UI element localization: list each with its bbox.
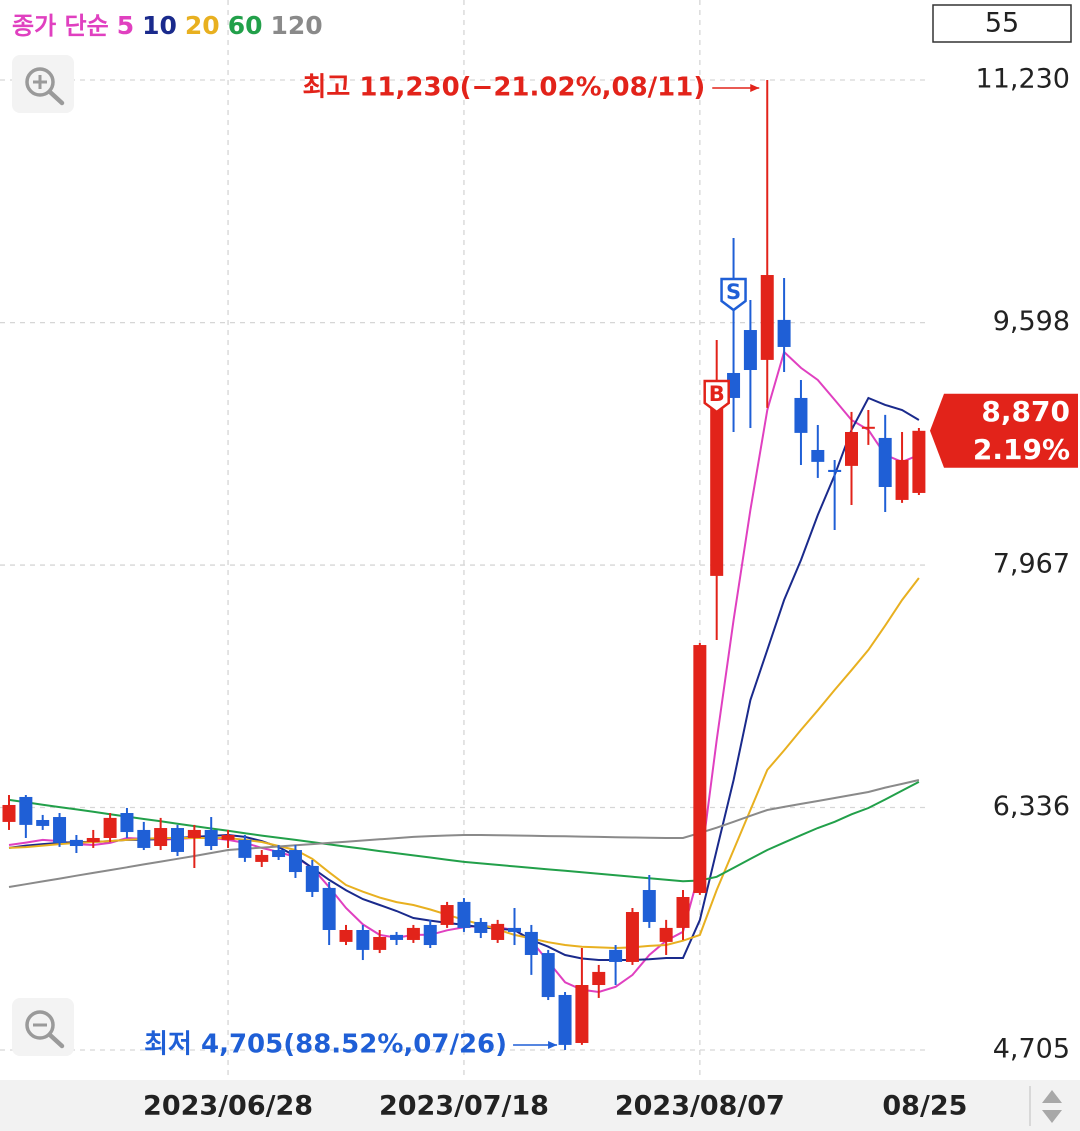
x-tick-label: 2023/06/28	[143, 1091, 313, 1122]
annotation-arrowhead	[750, 83, 760, 92]
candle-body	[457, 901, 471, 928]
signal-label: S	[726, 280, 741, 304]
signal-label: B	[709, 382, 725, 406]
candle-body	[440, 905, 454, 925]
y-tick-label: 11,230	[976, 63, 1070, 94]
candle-body	[727, 372, 741, 398]
candle-body	[474, 921, 488, 933]
candle-body	[895, 459, 909, 500]
candle-body	[86, 837, 100, 842]
candle-body	[423, 924, 437, 946]
candle-body	[845, 432, 858, 466]
candle-body	[524, 931, 538, 955]
candle-body	[120, 813, 134, 833]
candle-body	[777, 319, 791, 347]
y-tick-label: 9,598	[993, 306, 1070, 337]
candle-body	[356, 930, 370, 950]
candle-body	[154, 828, 168, 847]
candle-body	[693, 645, 707, 893]
signal-badge	[703, 379, 730, 414]
candle-body	[322, 887, 336, 931]
candle-body	[137, 829, 151, 848]
candle-body	[558, 994, 572, 1045]
candle-body	[794, 397, 808, 433]
candle-body	[828, 469, 842, 472]
candle-body	[19, 796, 33, 825]
candle-layer	[2, 79, 926, 1050]
candle-body	[36, 819, 50, 826]
zoom-in-button[interactable]	[12, 55, 74, 113]
candle-body	[659, 927, 673, 942]
ma-line	[8, 779, 920, 888]
candle-body	[238, 839, 252, 858]
candle-body	[373, 936, 387, 950]
legend-entry: 20	[185, 11, 220, 40]
candle-body	[508, 927, 521, 932]
count-box[interactable]	[932, 4, 1072, 43]
x-tick-label: 08/25	[882, 1091, 967, 1122]
candle-body	[625, 912, 639, 962]
legend-entry: 5	[117, 11, 134, 40]
low-annotation: 최저 4,705(88.52%,07/26)	[144, 1029, 507, 1059]
candle-body	[642, 890, 656, 922]
candle-body	[255, 854, 269, 862]
candle-body	[305, 865, 319, 892]
y-tick-label: 6,336	[993, 791, 1070, 822]
legend-entry: 60	[228, 11, 263, 40]
legend-title: 종가 단순	[12, 12, 109, 40]
candle-body	[288, 850, 302, 873]
legend-entry: 120	[270, 11, 322, 40]
annotation-arrowhead	[548, 1040, 558, 1049]
candle-body	[491, 923, 505, 940]
high-annotation: 최고 11,230(−21.02%,08/11)	[302, 72, 705, 102]
y-tick-label: 4,705	[993, 1033, 1070, 1064]
scroll-handle[interactable]	[1029, 1086, 1062, 1126]
candle-body	[272, 850, 286, 858]
candle-body	[406, 927, 420, 940]
candle-body	[811, 449, 825, 462]
candle-body	[2, 804, 16, 822]
candle-body	[861, 426, 875, 429]
candle-body	[760, 275, 774, 360]
change-label: 2.19%	[973, 433, 1070, 466]
zoom-out-button[interactable]	[12, 998, 74, 1056]
count-label: 55	[985, 8, 1019, 39]
candle-body	[609, 949, 623, 962]
candle-body	[221, 835, 235, 840]
candle-body	[204, 829, 218, 847]
x-tick-label: 2023/07/18	[379, 1091, 549, 1122]
candle-body	[592, 971, 606, 986]
candle-body	[676, 897, 690, 928]
overlay-layer: B S 최고 11,230(−21.02%,08/11) 최저 4,705(88.52…	[144, 72, 760, 1059]
candle-body	[69, 839, 83, 847]
candle-body	[743, 330, 757, 371]
candle-body	[171, 828, 184, 852]
y-tick-label: 7,967	[993, 549, 1070, 580]
candle-body	[878, 437, 892, 488]
candle-body	[541, 953, 555, 998]
candle-body	[912, 430, 926, 493]
candle-body	[187, 829, 201, 838]
last-price-tag	[930, 393, 1078, 468]
candle-body	[103, 817, 117, 838]
x-tick-label: 2023/08/07	[615, 1091, 785, 1122]
candle-body	[575, 985, 589, 1043]
candle-body	[53, 817, 67, 843]
candle-body	[339, 930, 353, 942]
candle-body	[390, 934, 404, 940]
legend-entry: 10	[142, 11, 177, 40]
signal-badge	[720, 277, 747, 312]
last-price-label: 8,870	[981, 395, 1070, 428]
x-axis-strip	[0, 1080, 1080, 1131]
candle-body	[710, 399, 724, 576]
